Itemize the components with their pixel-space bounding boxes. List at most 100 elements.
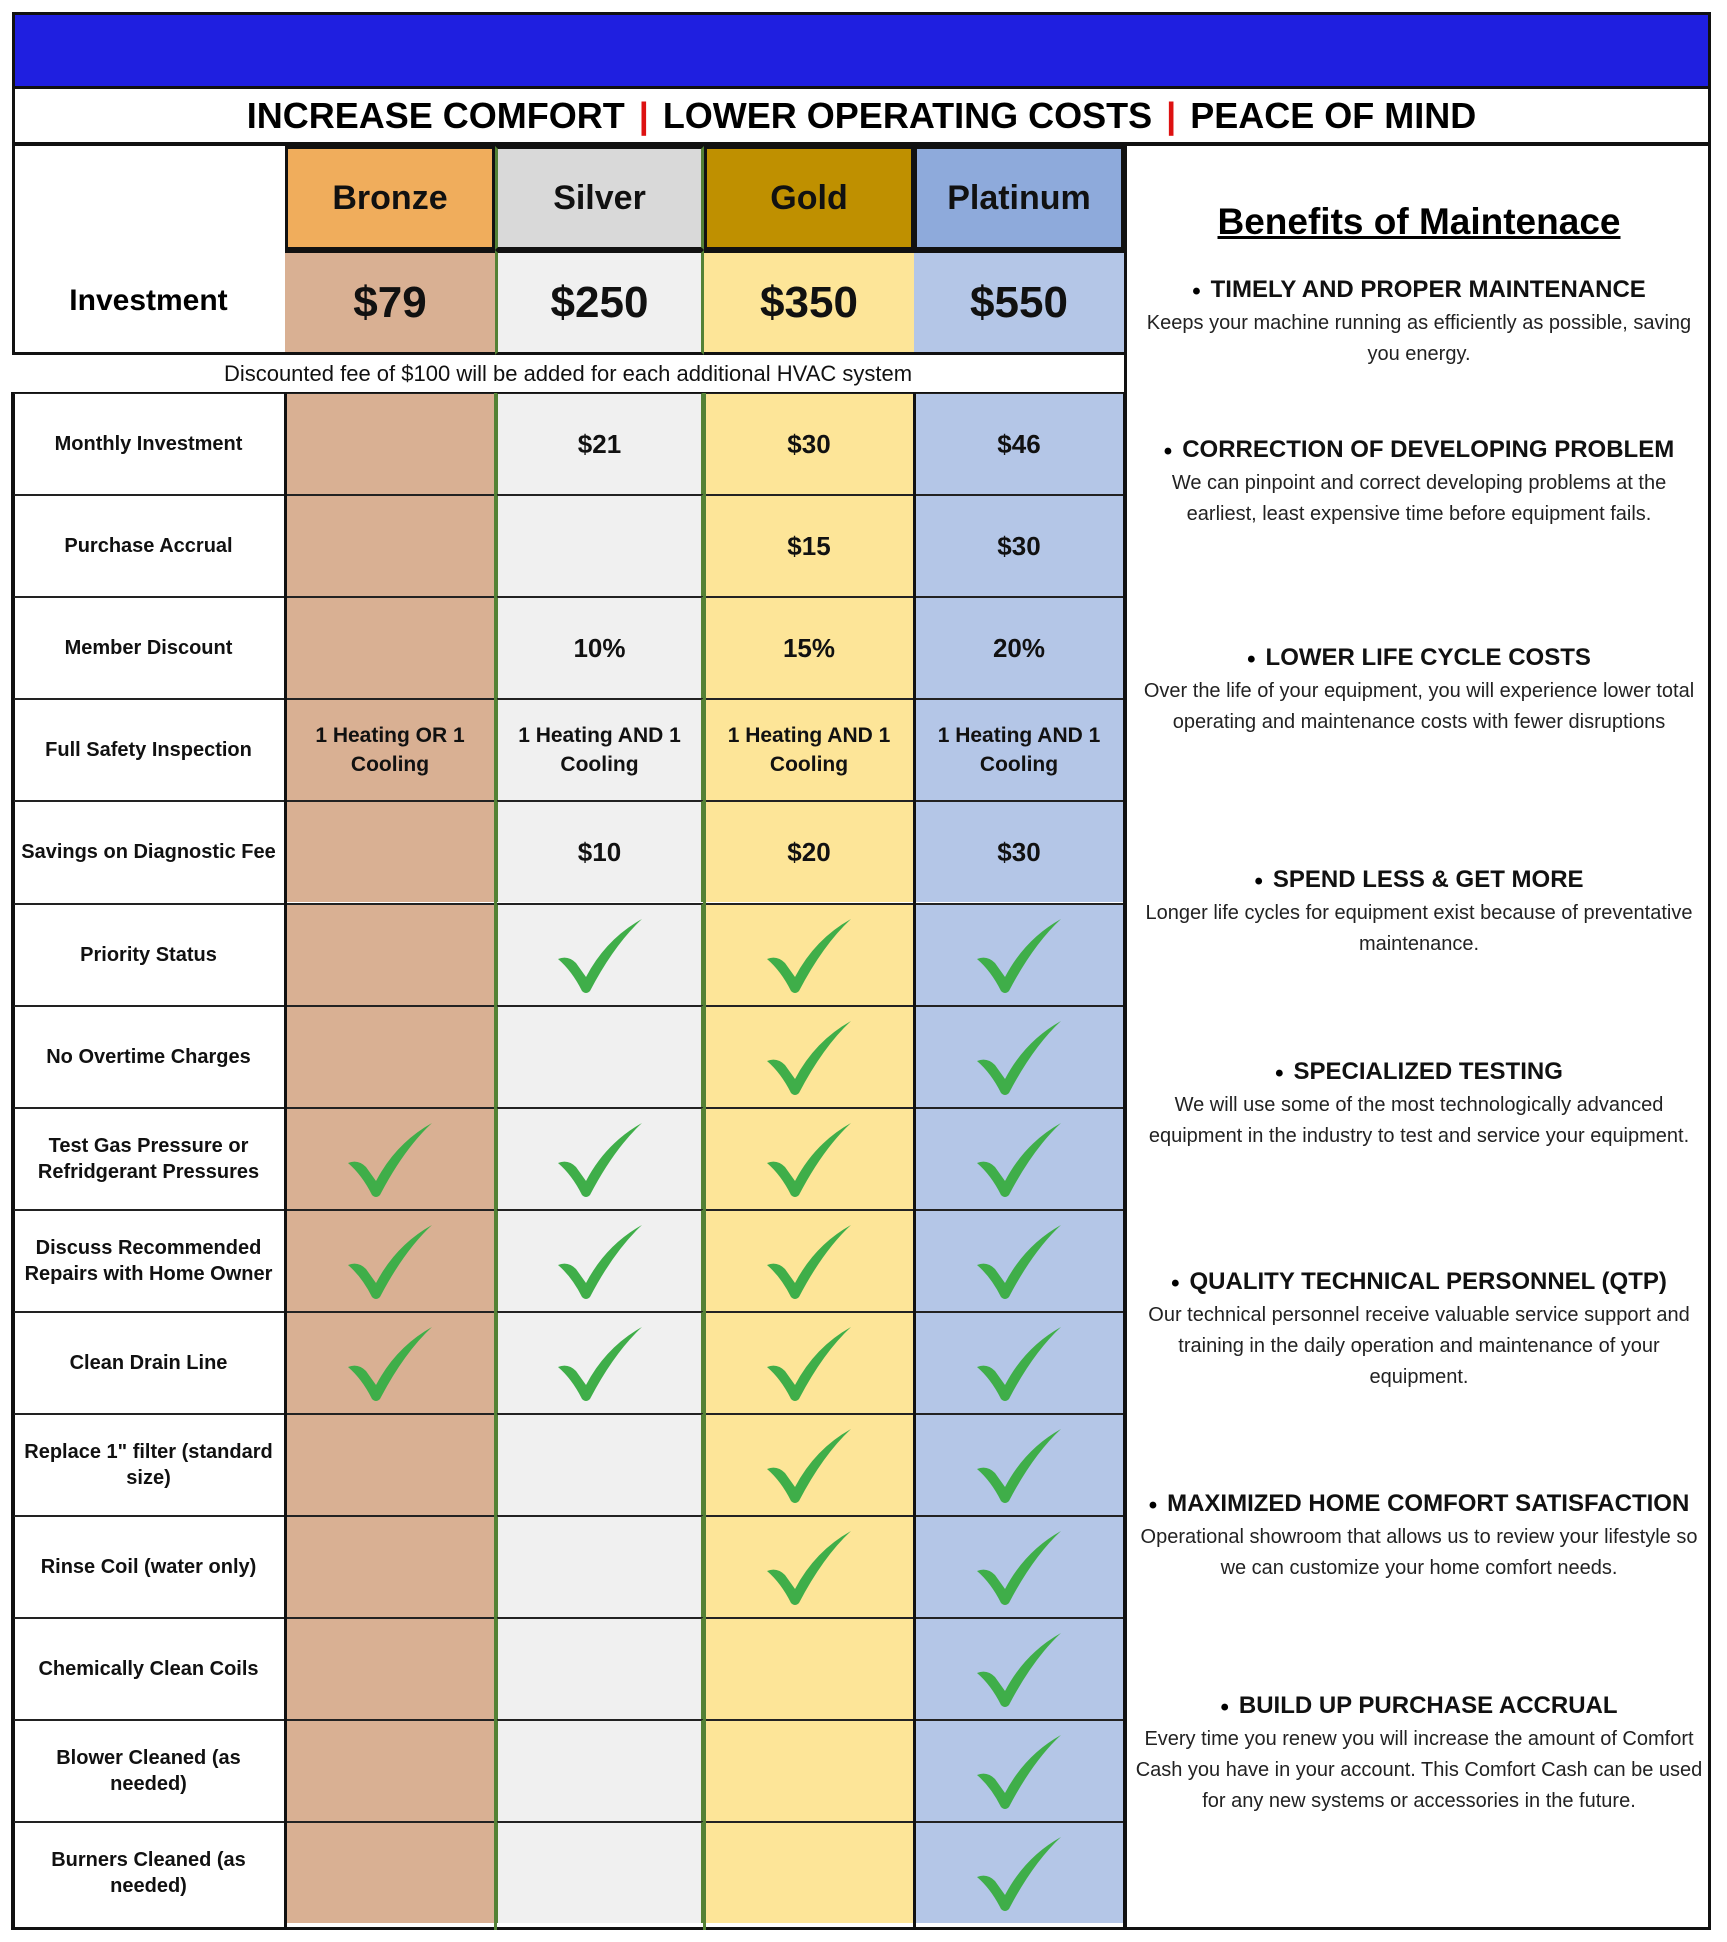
tier-cell-bronze [285, 1821, 495, 1924]
bullet-icon: • [1220, 1694, 1229, 1721]
bullet-icon: • [1192, 278, 1201, 305]
checkmark-icon [767, 918, 851, 993]
tier-cell-bronze [285, 1617, 495, 1720]
tier-cell-bronze [285, 1208, 495, 1311]
tier-cell-platinum [914, 1617, 1124, 1720]
row-label: No Overtime Charges [12, 1004, 285, 1107]
bullet-icon: • [1163, 438, 1173, 465]
column-divider [11, 392, 14, 1930]
tier-cell-platinum: $46 [914, 392, 1124, 495]
benefit-heading-row: • SPECIALIZED TESTING [1135, 1058, 1703, 1090]
benefit-text: We will use some of the most technologic… [1148, 1094, 1690, 1147]
bullet-icon: • [1254, 868, 1263, 895]
tier-cell-gold: $30 [704, 392, 914, 495]
tier-cell-silver [495, 1106, 704, 1209]
benefit-item: • QUALITY TECHNICAL PERSONNEL (QTP) Our te… [1127, 1268, 1711, 1393]
checkmark-icon [557, 1224, 642, 1299]
benefit-heading: SPECIALIZED TESTING [1293, 1058, 1563, 1085]
checkmark-icon [977, 1429, 1061, 1504]
tier-cell-bronze [285, 1004, 495, 1107]
tier-cell-platinum [914, 1310, 1124, 1413]
column-divider [494, 392, 497, 1930]
tier-cell-silver [495, 494, 704, 597]
row-label: Clean Drain Line [12, 1310, 285, 1413]
tier-cell-silver [495, 1413, 704, 1516]
column-divider [913, 392, 916, 1930]
tier-header-gold: Gold [704, 146, 914, 250]
tier-cell-gold [704, 1821, 914, 1924]
tier-cell-gold [704, 1413, 914, 1516]
tagline-costs: LOWER OPERATING COSTS [662, 94, 1153, 136]
row-label: Priority Status [12, 902, 285, 1005]
checkmark-icon [977, 1122, 1061, 1197]
tier-cell-gold [704, 1310, 914, 1413]
bullet-icon: • [1171, 1270, 1180, 1297]
tier-cell-silver: $21 [495, 392, 704, 495]
checkmark-icon [977, 1326, 1061, 1401]
tier-cell-bronze [285, 902, 495, 1005]
tier-cell-gold: 1 Heating AND 1 Cooling [704, 698, 914, 801]
benefit-heading: CORRECTION OF DEVELOPING PROBLEM [1182, 436, 1675, 463]
tier-cell-gold: $15 [704, 494, 914, 597]
bullet-icon: • [1275, 1060, 1284, 1087]
tagline-separator: | [1166, 94, 1177, 136]
checkmark-icon [348, 1326, 432, 1401]
tier-cell-gold [704, 1719, 914, 1822]
row-label: Test Gas Pressure or Refridgerant Pressu… [12, 1106, 285, 1209]
row-label: Chemically Clean Coils [12, 1617, 285, 1719]
benefit-item: • CORRECTION OF DEVELOPING PROBLEM We can … [1127, 436, 1711, 530]
checkmark-icon [977, 1735, 1061, 1810]
tier-cell-platinum [914, 1413, 1124, 1516]
header-banner [12, 12, 1711, 89]
checkmark-icon [977, 1531, 1061, 1606]
bullet-icon: • [1247, 646, 1256, 673]
row-label: Rinse Coil (water only) [12, 1515, 285, 1617]
tier-cell-platinum [914, 902, 1124, 1005]
benefit-text: Longer life cycles for equipment exist b… [1145, 902, 1693, 955]
checkmark-icon [348, 1122, 432, 1197]
tier-cell-gold [704, 1004, 914, 1107]
checkmark-icon [767, 1429, 851, 1504]
benefits-title: Benefits of Maintenace [1217, 201, 1621, 242]
tier-cell-silver [495, 902, 704, 1005]
row-label: Purchase Accrual [12, 494, 285, 596]
benefit-text: Every time you renew you will increase t… [1135, 1728, 1703, 1812]
column-divider [703, 392, 706, 1930]
benefit-heading-row: • BUILD UP PURCHASE ACCRUAL [1135, 1692, 1703, 1724]
tier-cell-platinum: $30 [914, 494, 1124, 597]
checkmark-icon [348, 1224, 432, 1299]
benefit-heading: BUILD UP PURCHASE ACCRUAL [1238, 1692, 1618, 1719]
benefit-heading-row: • SPEND LESS & GET MORE [1135, 866, 1703, 898]
checkmark-icon [977, 1633, 1061, 1708]
benefit-heading: SPEND LESS & GET MORE [1272, 866, 1584, 893]
checkmark-icon [767, 1531, 851, 1606]
tier-cell-platinum [914, 1106, 1124, 1209]
tier-price-silver: $250 [495, 250, 704, 355]
tier-cell-bronze: 1 Heating OR 1 Cooling [285, 698, 495, 801]
tier-cell-silver [495, 1821, 704, 1924]
tier-header-silver: Silver [495, 146, 704, 250]
additional-system-note: Discounted fee of $100 will be added for… [12, 355, 1124, 392]
tier-cell-bronze [285, 392, 495, 495]
benefit-heading-row: • MAXIMIZED HOME COMFORT SATISFACTION [1135, 1490, 1703, 1522]
checkmark-icon [977, 1837, 1061, 1912]
benefit-text: Over the life of your equipment, you wil… [1143, 680, 1695, 733]
benefit-text: Our technical personnel receive valuable… [1148, 1304, 1690, 1388]
tagline-comfort: INCREASE COMFORT [246, 94, 625, 136]
investment-label: Investment [12, 250, 285, 355]
tier-cell-bronze [285, 1413, 495, 1516]
checkmark-icon [557, 1122, 642, 1197]
tier-cell-platinum [914, 1719, 1124, 1822]
tier-cell-silver [495, 1310, 704, 1413]
tier-header-platinum: Platinum [914, 146, 1124, 250]
benefit-item: • TIMELY AND PROPER MAINTENANCE Keeps your… [1127, 276, 1711, 370]
benefit-text: Keeps your machine running as efficientl… [1146, 312, 1692, 365]
benefit-heading: LOWER LIFE CYCLE COSTS [1265, 644, 1591, 671]
tier-header-bronze: Bronze [285, 146, 495, 250]
checkmark-icon [767, 1122, 851, 1197]
tier-cell-bronze [285, 800, 495, 903]
checkmark-icon [767, 1020, 851, 1095]
row-label: Burners Cleaned (as needed) [12, 1821, 285, 1923]
tier-cell-bronze [285, 596, 495, 699]
row-label: Savings on Diagnostic Fee [12, 800, 285, 902]
